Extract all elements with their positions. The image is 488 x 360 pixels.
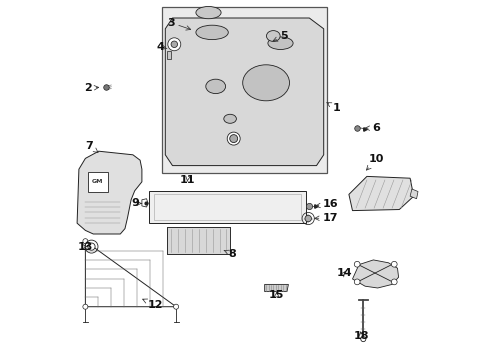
Ellipse shape xyxy=(196,25,228,40)
Polygon shape xyxy=(165,18,323,166)
Circle shape xyxy=(390,261,396,267)
Circle shape xyxy=(171,41,177,48)
Circle shape xyxy=(390,279,396,285)
Polygon shape xyxy=(348,176,413,211)
Text: 3: 3 xyxy=(167,18,190,30)
Text: 6: 6 xyxy=(365,123,379,133)
Text: 14: 14 xyxy=(336,268,351,278)
Ellipse shape xyxy=(267,37,292,49)
Circle shape xyxy=(88,243,95,250)
Polygon shape xyxy=(77,151,142,234)
Ellipse shape xyxy=(205,79,225,94)
Polygon shape xyxy=(409,189,417,199)
Text: 10: 10 xyxy=(366,154,383,170)
Polygon shape xyxy=(352,260,398,288)
Ellipse shape xyxy=(224,114,236,123)
Circle shape xyxy=(354,261,359,267)
Polygon shape xyxy=(167,227,230,254)
Circle shape xyxy=(229,135,237,143)
Text: 12: 12 xyxy=(142,299,163,310)
Text: 16: 16 xyxy=(315,199,338,210)
Circle shape xyxy=(167,38,181,51)
Text: 17: 17 xyxy=(314,213,338,223)
Bar xyxy=(162,7,326,173)
Text: 4: 4 xyxy=(156,42,166,52)
Text: 15: 15 xyxy=(268,290,284,300)
Bar xyxy=(167,227,230,254)
Text: 7: 7 xyxy=(85,141,98,153)
Bar xyxy=(88,172,107,192)
Ellipse shape xyxy=(196,6,221,19)
Polygon shape xyxy=(142,199,148,207)
Polygon shape xyxy=(264,284,288,292)
Text: GM: GM xyxy=(92,179,103,184)
Ellipse shape xyxy=(266,31,280,41)
Text: 9: 9 xyxy=(131,198,142,208)
Circle shape xyxy=(354,279,359,285)
Text: 1: 1 xyxy=(326,103,340,113)
Text: 8: 8 xyxy=(224,249,236,259)
Text: 13: 13 xyxy=(78,242,93,252)
Text: 2: 2 xyxy=(84,83,99,93)
Circle shape xyxy=(305,215,311,222)
Text: 11: 11 xyxy=(179,175,195,185)
Circle shape xyxy=(360,337,365,342)
Circle shape xyxy=(173,304,178,309)
Text: 5: 5 xyxy=(272,31,287,41)
Circle shape xyxy=(82,304,88,309)
Polygon shape xyxy=(166,51,170,59)
Text: 18: 18 xyxy=(352,330,368,341)
Ellipse shape xyxy=(242,65,289,101)
Circle shape xyxy=(227,132,240,145)
Polygon shape xyxy=(149,191,305,223)
Circle shape xyxy=(82,239,88,244)
